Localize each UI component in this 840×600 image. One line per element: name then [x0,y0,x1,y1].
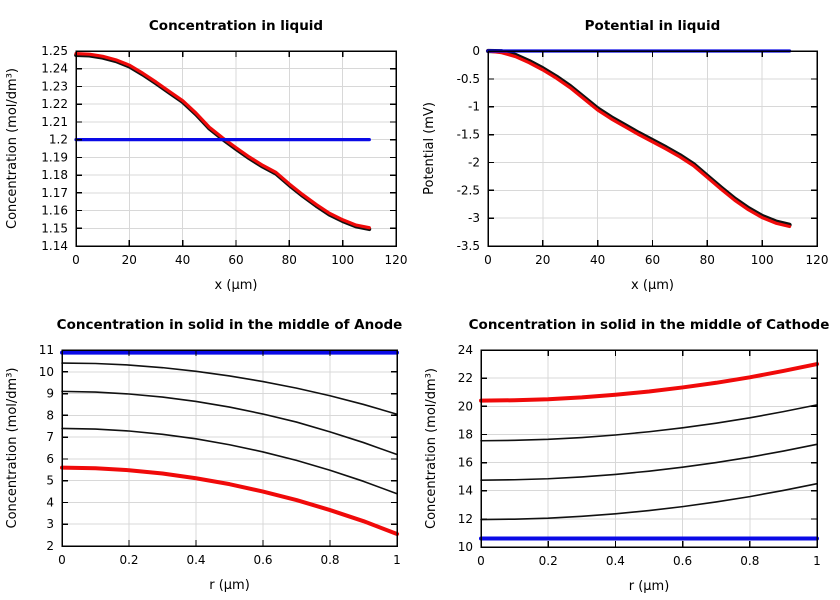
y-tick-label: 6 [46,452,54,466]
y-tick-label: 0 [472,44,480,58]
x-tick-label: 0.4 [186,553,205,567]
chart-solid-concentration-anode: 0 0.2 0.4 0.6 0.8 1234567891011Concentration … [5,317,403,593]
y-tick-label: 18 [458,427,473,441]
chart-title: Concentration in solid in the middle of … [469,317,830,333]
x-tick-label: 40 [590,253,605,267]
x-tick-label: 0.8 [740,554,759,568]
y-tick-label: 22 [458,371,473,385]
x-tick-label: 80 [282,253,297,267]
y-axis-label: Concentration (mol/dm³) [5,368,20,529]
chart-solid-concentration-cathode: 0 0.2 0.4 0.6 0.8 1 10 12 14 16 18 20 22 24 Concentrat… [424,317,830,594]
chart-title: Concentration in liquid [149,18,323,34]
x-tick-label: 1 [813,554,821,568]
chart-potential-in-liquid: 0 20 40 60 80 100 120 0 -0.5 -1 -1.5 -2 -2.5 -3 -3.5 Po… [422,18,829,293]
y-tick-label: 8 [46,408,54,422]
y-tick-label: 1.19 [41,150,68,164]
x-tick-label: 40 [175,253,190,267]
y-tick-label: 14 [458,484,473,498]
y-tick-label: -1.5 [457,128,480,142]
y-axis-label: Concentration (mol/dm³) [5,68,20,229]
y-tick-label: 1.18 [41,168,68,182]
x-tick-label: 80 [700,253,715,267]
x-tick-label: 100 [331,253,354,267]
x-tick-label: 0 [484,253,492,267]
x-tick-label: 120 [385,253,408,267]
y-tick-label: 2 [46,539,54,553]
series-red-final-profile [60,465,399,537]
y-tick-label: 1.21 [41,115,68,129]
x-tick-label: 0 [72,253,80,267]
x-tick-label: 20 [535,253,550,267]
y-tick-label: 1.23 [41,80,68,94]
y-tick-label: 5 [46,474,54,488]
series-black-intermediate-1 [480,404,818,442]
y-tick-label: 16 [458,456,473,470]
y-tick-label: -1 [468,100,480,114]
x-tick-label: 0.6 [253,553,272,567]
x-axis-label: x (µm) [631,278,674,293]
x-axis-label: r (µm) [629,579,670,594]
series-black-underlay [74,53,372,232]
y-axis-label: Concentration (mol/dm³) [424,368,439,529]
y-tick-label: 24 [458,343,473,357]
y-tick-label: -0.5 [457,72,480,86]
y-tick-label: 1.25 [41,44,68,58]
x-tick-label: 60 [645,253,660,267]
y-tick-label: 3 [46,517,54,531]
y-tick-label: -3 [468,211,480,225]
y-tick-label: -2 [468,155,480,169]
x-axis-label: r (µm) [209,578,250,593]
x-tick-label: 0.6 [673,554,692,568]
series-black-intermediate-3 [61,427,398,495]
x-tick-label: 1 [393,553,401,567]
series-red-potential-profile [486,49,792,229]
x-axis-label: x (µm) [215,278,258,293]
y-tick-label: 20 [458,399,473,413]
y-tick-label: 1.2 [49,133,68,147]
y-tick-label: 12 [458,512,473,526]
y-tick-label: 7 [46,430,54,444]
y-tick-label: 10 [39,365,54,379]
x-tick-label: 100 [751,253,774,267]
series-black-intermediate-2 [480,443,818,481]
x-tick-label: 0.4 [606,554,625,568]
y-tick-label: 4 [46,495,54,509]
series-red-final-profile [479,362,819,403]
series-black-intermediate-1 [61,362,398,416]
x-tick-label: 20 [122,253,137,267]
series-black-underlay [485,48,792,227]
x-tick-label: 0.2 [539,554,558,568]
x-tick-label: 60 [228,253,243,267]
x-tick-label: 0.2 [119,553,138,567]
y-tick-label: 1.16 [41,204,68,218]
y-tick-label: 1.15 [41,221,68,235]
y-axis-label: Potential (mV) [422,102,437,195]
y-tick-label: -2.5 [457,183,480,197]
chart-title: Potential in liquid [585,18,721,34]
chart-title: Concentration in solid in the middle of … [57,317,403,333]
series-red-concentration-profile [74,52,371,230]
y-tick-label: 1.24 [41,62,68,76]
x-tick-label: 0 [477,554,485,568]
y-tick-label: 1.17 [41,186,68,200]
y-tick-label: -3.5 [457,239,480,253]
y-tick-label: 1.14 [41,239,68,253]
plot-frame [61,349,398,547]
series-black-intermediate-3 [480,482,818,521]
x-tick-label: 120 [806,253,829,267]
y-tick-label: 10 [458,540,473,554]
x-tick-label: 0 [58,553,66,567]
series-black-intermediate-2 [61,390,398,456]
y-tick-label: 11 [39,343,54,357]
chart-concentration-in-liquid: 0 20 40 60 80 100 120 1.14 1.15 1.16 1.17 1.18 1.19 1… [5,18,408,293]
y-tick-label: 1.22 [41,97,68,111]
y-tick-label: 9 [46,387,54,401]
plot-frame [480,349,818,548]
x-tick-label: 0.8 [320,553,339,567]
